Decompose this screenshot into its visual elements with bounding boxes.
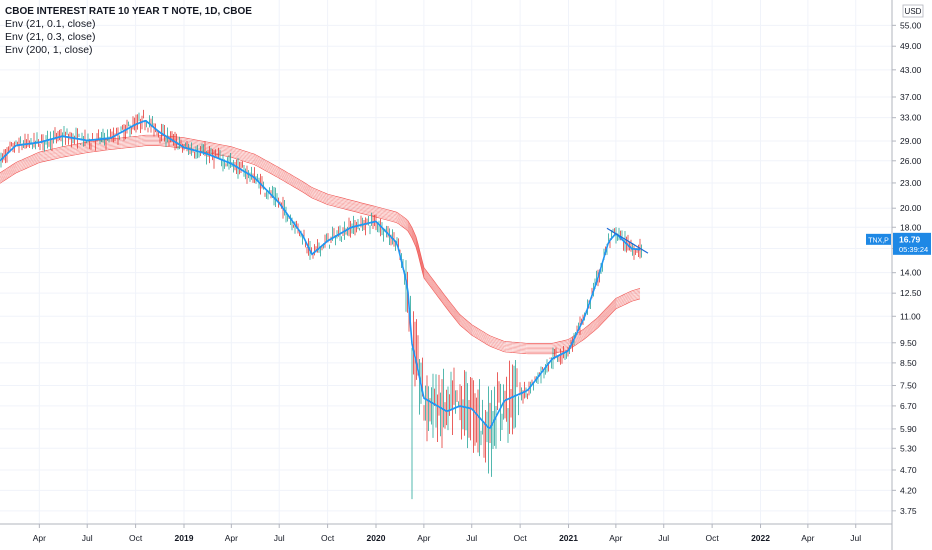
envelope-21-lines: [0, 119, 641, 430]
price-tick-label: 5.90: [900, 424, 917, 434]
legend-indicator-env-200-1[interactable]: Env (200, 1, close): [5, 44, 93, 56]
envelope-21-line: [0, 119, 641, 429]
price-tick-label: 14.00: [900, 268, 922, 278]
time-tick-label: Apr: [801, 533, 814, 543]
currency-label: USD: [905, 7, 922, 16]
price-tick-label: 43.00: [900, 65, 922, 75]
price-tick-label: 29.00: [900, 136, 922, 146]
price-tick-label: 23.00: [900, 178, 922, 188]
time-tick-label: 2021: [559, 533, 578, 543]
envelope-200-line: [0, 137, 641, 347]
legend-indicator-env-21-01[interactable]: Env (21, 0.1, close): [5, 18, 96, 30]
time-tick-label: Oct: [706, 533, 720, 543]
symbol-badge: [866, 233, 891, 245]
trendline-layer[interactable]: [606, 227, 649, 254]
price-tick-label: 26.00: [900, 156, 922, 166]
price-tick-label: 20.00: [900, 203, 922, 213]
vertical-gridlines: [38, 0, 857, 524]
time-tick-label: 2020: [367, 533, 386, 543]
price-tick-label: 3.75: [900, 506, 917, 516]
last-price-label: 16.79: [899, 234, 921, 244]
envelope-200-line: [0, 140, 641, 349]
envelope-200-line: [0, 138, 641, 348]
time-tick-label: Apr: [33, 533, 46, 543]
envelope-200-line: [0, 145, 641, 355]
envelope-200-line: [0, 136, 641, 346]
price-tick-label: 18.00: [900, 222, 922, 232]
price-tick-label: 5.30: [900, 443, 917, 453]
price-axis[interactable]: 55.00 49.00 43.00 37.00 33.00 29.00 26.00 23.00…: [892, 20, 922, 516]
price-tick-label: 12.50: [900, 288, 922, 298]
time-tick-label: Jul: [658, 533, 669, 543]
price-tick-label: 4.70: [900, 465, 917, 475]
time-tick-label: Jul: [466, 533, 477, 543]
countdown-label: 05:39:24: [899, 245, 928, 254]
envelope-200-band: [0, 134, 641, 355]
time-axis[interactable]: Apr Jul Oct 2019 Apr Jul Oct 2020 Apr Jul Oct 2021 A…: [33, 524, 862, 543]
time-tick-label: Oct: [129, 533, 143, 543]
price-tick-label: 49.00: [900, 41, 922, 51]
price-tick-label: 7.50: [900, 381, 917, 391]
price-tick-label: 9.50: [900, 338, 917, 348]
envelope-200-line: [0, 134, 641, 344]
legend-title: CBOE INTEREST RATE 10 YEAR T NOTE, 1D, C…: [5, 6, 252, 17]
last-price-box: [893, 232, 931, 255]
price-tick-label: 4.20: [900, 485, 917, 495]
time-tick-label: Jul: [274, 533, 285, 543]
legend-indicator-env-21-03[interactable]: Env (21, 0.3, close): [5, 31, 96, 43]
time-tick-label: 2019: [175, 533, 194, 543]
price-tick-label: 11.00: [900, 311, 921, 321]
price-tick-label: 37.00: [900, 92, 922, 102]
time-tick-label: Oct: [514, 533, 528, 543]
price-tick-label: 33.00: [900, 113, 922, 123]
price-tick-label: 55.00: [900, 20, 922, 30]
price-tick-label: 8.50: [900, 358, 917, 368]
time-tick-label: Jul: [82, 533, 93, 543]
chart-legend: CBOE INTEREST RATE 10 YEAR T NOTE, 1D, C…: [5, 5, 252, 57]
envelope-200-line: [0, 141, 641, 351]
time-tick-label: Apr: [417, 533, 430, 543]
symbol-label: TNX,P: [868, 237, 889, 244]
horizontal-gridlines: [0, 24, 892, 512]
currency-badge: USD: [902, 4, 924, 18]
envelope-200-line: [0, 143, 641, 353]
price-tick-label: 6.70: [900, 401, 917, 411]
time-tick-label: Jul: [850, 533, 861, 543]
time-tick-label: 2022: [751, 533, 770, 543]
time-tick-label: Apr: [225, 533, 238, 543]
envelope-200-line: [0, 142, 641, 352]
time-tick-label: Oct: [321, 533, 335, 543]
time-tick-label: Apr: [609, 533, 622, 543]
trendline[interactable]: [606, 227, 649, 254]
